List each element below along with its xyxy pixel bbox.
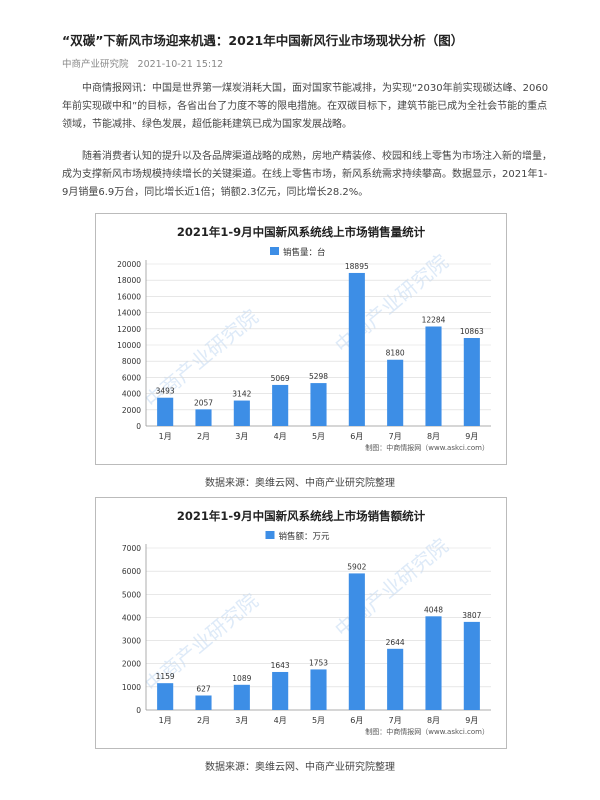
sales-amount-chart: 中商产业研究院 中商产业研究院 2021年1-9月中国新风系统线上市场销售额统计 销售… (95, 497, 507, 749)
volume-ytick-1: 2000 (122, 406, 141, 415)
article-meta: 中商产业研究院 2021-10-21 15:12 (62, 56, 229, 70)
volume-xtick-0: 1月 (159, 432, 172, 441)
amount-data-label-5: 5902 (347, 562, 366, 571)
volume-ytick-7: 14000 (117, 309, 141, 318)
amount-ytick-4: 4000 (122, 613, 141, 622)
amount-bar-8 (463, 621, 480, 710)
amount-ytick-0: 0 (136, 706, 141, 715)
volume-bar-2 (233, 400, 250, 426)
volume-data-label-6: 8180 (386, 349, 405, 358)
amount-data-label-8: 3807 (462, 611, 481, 620)
volume-legend-label: 销售量：台 (283, 247, 326, 258)
sales-volume-caption: 数据来源：奥维云网、中商产业研究院整理 (205, 478, 395, 489)
sales-volume-chart-svg: 中商产业研究院中商产业研究院2021年1-9月中国新风系统线上市场销售量统计销售… (117, 225, 491, 452)
amount-credit: 制图：中商情报网（www.askci.com） (365, 727, 489, 736)
amount-ytick-3: 3000 (122, 637, 141, 646)
amount-data-label-3: 1643 (271, 661, 290, 670)
volume-ytick-3: 6000 (122, 373, 141, 382)
article-title: “双碳”下新风市场迎来机遇：2021年中国新风行业市场现状分析（图） (62, 33, 464, 48)
amount-bar-0 (157, 683, 174, 710)
amount-bar-6 (387, 648, 404, 710)
volume-xtick-3: 4月 (274, 432, 287, 441)
volume-data-label-4: 5298 (309, 372, 328, 381)
amount-ytick-6: 6000 (122, 567, 141, 576)
volume-data-label-7: 12284 (422, 315, 446, 324)
amount-bar-7 (425, 616, 442, 710)
sales-amount-chart-svg: 中商产业研究院中商产业研究院2021年1-9月中国新风系统线上市场销售额统计销售… (122, 509, 491, 736)
amount-xtick-2: 3月 (235, 716, 248, 725)
volume-bar-1 (195, 409, 212, 426)
amount-xtick-6: 7月 (389, 716, 402, 725)
volume-legend-swatch (270, 247, 279, 255)
volume-credit: 制图：中商情报网（www.askci.com） (365, 443, 489, 452)
amount-xtick-1: 2月 (197, 716, 210, 725)
amount-title: 2021年1-9月中国新风系统线上市场销售额统计 (177, 509, 426, 523)
volume-xtick-8: 9月 (465, 432, 478, 441)
volume-data-label-0: 3493 (156, 387, 175, 396)
volume-bar-3 (272, 384, 289, 426)
amount-data-label-0: 1159 (156, 672, 175, 681)
volume-ytick-6: 12000 (117, 325, 141, 334)
amount-xtick-8: 9月 (465, 716, 478, 725)
volume-bar-0 (157, 397, 174, 426)
volume-ytick-10: 20000 (117, 260, 141, 269)
sales-amount-caption: 数据来源：奥维云网、中商产业研究院整理 (205, 762, 395, 773)
amount-bar-5 (348, 573, 365, 710)
volume-bar-7 (425, 326, 442, 426)
amount-xtick-5: 6月 (350, 716, 363, 725)
volume-data-label-2: 3142 (232, 390, 251, 399)
amount-bar-3 (272, 671, 289, 710)
volume-xtick-2: 3月 (235, 432, 248, 441)
amount-bar-4 (310, 669, 327, 710)
sales-volume-chart: 中商产业研究院 中商产业研究院 2021年1-9月中国新风系统线上市场销售量统计 销售… (95, 213, 507, 465)
amount-ytick-1: 1000 (122, 683, 141, 692)
amount-ytick-2: 2000 (122, 660, 141, 669)
volume-bar-4 (310, 383, 327, 426)
volume-title: 2021年1-9月中国新风系统线上市场销售量统计 (177, 225, 426, 239)
amount-legend-label: 销售额：万元 (279, 531, 331, 542)
volume-ytick-4: 8000 (122, 357, 141, 366)
amount-data-label-2: 1089 (232, 674, 251, 683)
amount-ytick-5: 5000 (122, 590, 141, 599)
amount-legend-swatch (265, 531, 275, 539)
volume-bar-5 (348, 272, 365, 426)
paragraph-2: 随着消费者认知的提升以及各品牌渠道战略的成熟，房地产精装修、校园和线上零售为市场… (62, 151, 552, 198)
volume-data-label-3: 5069 (271, 374, 290, 383)
volume-ytick-5: 10000 (117, 341, 141, 350)
volume-bar-8 (463, 338, 480, 426)
article-source[interactable]: 中商产业研究院 (62, 59, 129, 70)
volume-data-label-5: 18895 (345, 262, 369, 271)
amount-xtick-0: 1月 (159, 716, 172, 725)
volume-ytick-0: 0 (136, 422, 141, 431)
volume-xtick-1: 2月 (197, 432, 210, 441)
amount-xtick-4: 5月 (312, 716, 325, 725)
amount-data-label-1: 627 (196, 684, 211, 693)
volume-ytick-8: 16000 (117, 292, 141, 301)
amount-data-label-6: 2644 (386, 638, 405, 647)
volume-xtick-5: 6月 (350, 432, 363, 441)
volume-bar-6 (387, 359, 404, 426)
amount-data-label-7: 4048 (424, 605, 443, 614)
amount-data-label-4: 1753 (309, 658, 328, 667)
volume-ytick-2: 4000 (122, 390, 141, 399)
volume-xtick-6: 7月 (389, 432, 402, 441)
amount-ytick-7: 7000 (122, 544, 141, 553)
volume-xtick-7: 8月 (427, 432, 440, 441)
amount-bar-1 (195, 695, 212, 710)
article-date: 2021-10-21 15:12 (137, 59, 224, 70)
volume-ytick-9: 18000 (117, 276, 141, 285)
paragraph-1: 中商情报网讯：中国是世界第一煤炭消耗大国，面对国家节能减排，为实现“2030年前… (62, 83, 549, 130)
amount-xtick-3: 4月 (274, 716, 287, 725)
volume-data-label-8: 10863 (460, 327, 484, 336)
volume-data-label-1: 2057 (194, 398, 213, 407)
amount-xtick-7: 8月 (427, 716, 440, 725)
amount-bar-2 (233, 684, 250, 710)
volume-xtick-4: 5月 (312, 432, 325, 441)
